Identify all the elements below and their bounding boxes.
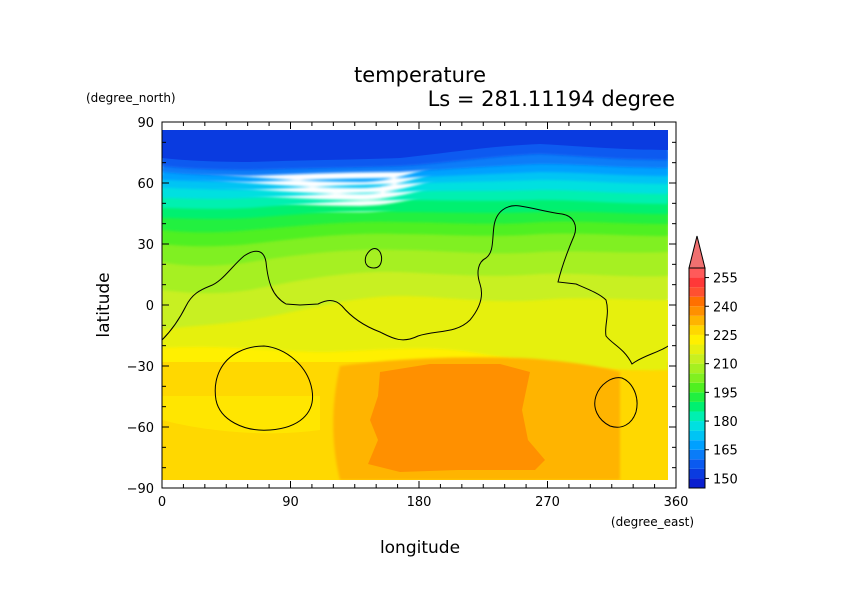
x-tick-label: 90 [282,495,299,510]
colorbar-segment [689,449,705,460]
y-tick-label: 60 [137,177,154,192]
colorbar-segment [689,334,705,345]
colorbar-segment [689,268,705,278]
colorbar-segment [689,478,705,488]
band-darkest-blue [162,130,668,162]
colorbar-tick-label: 195 [713,386,738,401]
y-tick-label: 90 [137,116,154,131]
colorbar-segment [689,411,705,422]
band-south-orange [368,364,545,472]
colorbar-segment [689,382,705,393]
colorbar-segment [689,392,705,402]
colorbar-segment [689,296,705,307]
colorbar-segment [689,373,705,383]
x-units-label: (degree_east) [611,515,694,529]
colorbar-tick-label: 255 [713,272,738,287]
colorbar-tick-label: 210 [713,358,738,373]
y-tick-label: 30 [137,238,154,253]
contour-southeast-loop [594,377,638,428]
chart-subtitle: Ls = 281.11194 degree [428,87,675,111]
colorbar-segment [689,363,705,374]
colorbar-segment [689,277,705,288]
colorbar-segment [689,440,705,450]
x-tick-label: 270 [535,495,560,510]
colorbar-segment [689,325,705,335]
colorbar-tick-label: 165 [713,444,738,459]
colorbar-frame [688,267,706,489]
chart-title: temperature [354,63,486,87]
y-units-label: (degree_north) [86,91,176,105]
temperature-contours [162,205,668,431]
colorbar-segment [689,459,705,469]
colorbar-tick-label: 225 [713,329,738,344]
colorbar-tick-label: 150 [713,472,738,487]
contour-southwest-loop [214,345,314,431]
colorbar-tick-label: 180 [713,415,738,430]
colorbar-segment [689,315,705,326]
colorbar-segment [689,430,705,441]
colorbar-segment [689,354,705,364]
temperature-field [162,130,668,480]
colorbar-segment [689,306,705,316]
y-axis-ticks: 90 60 30 0 −30 −60 −90 [127,116,676,497]
colorbar-segment [689,421,705,431]
colorbar-segment [689,401,705,412]
colorbar-tick-label: 240 [713,300,738,315]
colorbar-overflow-arrow [688,235,706,269]
x-axis-ticks: 0 90 180 270 360 [158,122,689,510]
y-axis-label: latitude [94,272,114,337]
colorbar: 150 165 180 195 210 225 240 255 [688,235,738,489]
colorbar-segment [689,344,705,355]
colorbar-segment [689,287,705,297]
y-tick-label: 0 [146,299,154,314]
y-tick-label: −30 [127,360,154,375]
contour-small-loop [364,248,383,269]
x-tick-label: 180 [407,495,432,510]
y-tick-label: −60 [127,421,154,436]
colorbar-segment [689,468,705,479]
x-tick-label: 360 [664,495,689,510]
y-tick-label: −90 [127,482,154,497]
x-axis-label: longitude [380,538,460,558]
band-southwest-cooler [162,396,320,434]
x-tick-label: 0 [158,495,166,510]
contour-main [162,205,668,365]
